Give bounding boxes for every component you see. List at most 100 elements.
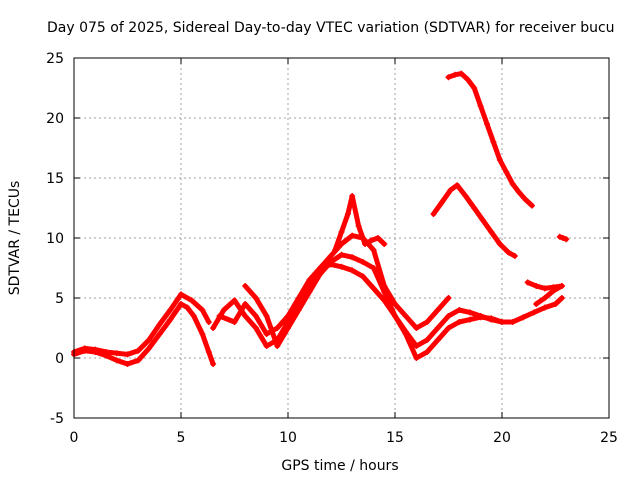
data-point-marker <box>285 325 291 331</box>
series-trace <box>446 71 535 209</box>
data-point-marker <box>392 301 398 307</box>
chart-title: Day 075 of 2025, Sidereal Day-to-day VTE… <box>47 20 615 36</box>
data-point-marker <box>135 347 142 354</box>
data-point-marker <box>355 223 362 229</box>
data-point-marker <box>317 265 324 271</box>
data-point-marker <box>205 319 212 325</box>
series-track-5 <box>242 251 565 361</box>
data-point-marker <box>370 247 377 253</box>
data-point-marker <box>252 313 259 319</box>
data-point-marker <box>424 349 431 355</box>
data-point-marker <box>541 285 548 292</box>
data-point-marker <box>524 279 531 286</box>
data-point-marker <box>349 232 356 239</box>
data-point-marker <box>451 71 458 78</box>
data-point-marker <box>381 241 388 247</box>
data-point-marker <box>190 313 197 319</box>
data-point-marker <box>263 313 270 319</box>
x-axis-label: GPS time / hours <box>281 458 398 474</box>
data-point-marker <box>210 361 217 367</box>
x-tick-label: 20 <box>493 430 511 446</box>
x-tick-label: 5 <box>177 430 186 446</box>
series-track-6 <box>332 193 388 253</box>
data-point-marker <box>199 331 206 337</box>
series-trace <box>533 283 565 307</box>
data-point-marker <box>471 205 478 211</box>
data-point-marker <box>541 304 548 311</box>
data-point-marker <box>327 259 334 265</box>
data-point-marker <box>439 199 446 205</box>
data-point-marker <box>370 285 377 292</box>
series-trace <box>71 301 216 367</box>
data-series <box>71 70 570 367</box>
data-point-marker <box>274 343 281 349</box>
y-tick-label: 5 <box>55 291 64 307</box>
data-point-marker <box>231 297 238 304</box>
data-point-marker <box>113 357 120 364</box>
data-point-marker <box>430 211 437 217</box>
data-point-marker <box>496 241 503 247</box>
data-point-marker <box>402 331 409 337</box>
x-tick-label: 15 <box>386 430 404 446</box>
y-tick-label: 10 <box>46 231 64 247</box>
data-point-marker <box>124 351 131 358</box>
data-point-marker <box>413 355 420 361</box>
x-tick-label: 0 <box>70 430 79 446</box>
data-point-marker <box>511 253 518 259</box>
data-point-marker <box>124 361 131 367</box>
data-point-marker <box>178 301 184 307</box>
series-track-8 <box>445 70 535 209</box>
data-point-marker <box>368 237 375 244</box>
y-tick-label: 25 <box>46 51 64 67</box>
data-point-marker <box>505 249 512 256</box>
data-point-marker <box>188 297 195 304</box>
data-point-marker <box>242 313 249 319</box>
data-point-marker <box>242 283 249 289</box>
data-point-marker <box>531 309 538 316</box>
data-point-marker <box>558 295 565 301</box>
data-point-marker <box>466 316 473 323</box>
data-point-marker <box>424 319 431 325</box>
y-tick-label: 15 <box>46 171 64 187</box>
data-point-marker <box>216 313 223 319</box>
data-point-marker <box>295 307 302 313</box>
data-point-marker <box>184 304 191 311</box>
data-point-marker <box>92 346 99 353</box>
data-point-marker <box>156 321 163 328</box>
data-point-marker <box>156 331 163 337</box>
data-point-marker <box>434 337 441 343</box>
data-point-marker <box>509 319 516 325</box>
data-point-marker <box>135 357 142 364</box>
data-point-marker <box>220 307 227 313</box>
data-point-marker <box>477 103 484 109</box>
data-point-marker <box>479 217 486 223</box>
data-point-marker <box>338 263 345 270</box>
series-track-7 <box>430 182 518 259</box>
data-point-marker <box>263 331 270 337</box>
data-point-marker <box>556 233 563 240</box>
data-point-marker <box>528 202 535 209</box>
data-point-marker <box>252 295 259 301</box>
series-track-10 <box>533 283 565 307</box>
data-point-marker <box>338 251 345 258</box>
data-point-marker <box>503 169 510 175</box>
data-point-marker <box>456 319 463 325</box>
y-tick-label: 0 <box>55 351 64 367</box>
data-point-marker <box>145 337 152 343</box>
data-point-marker <box>370 265 377 271</box>
data-point-marker <box>306 289 313 295</box>
data-point-marker <box>306 277 313 283</box>
x-tick-label: 10 <box>279 430 297 446</box>
data-point-marker <box>490 139 497 145</box>
data-point-marker <box>167 307 174 313</box>
data-point-marker <box>559 235 566 241</box>
y-tick-label: -5 <box>50 411 64 427</box>
data-point-marker <box>210 325 217 331</box>
data-point-marker <box>533 301 540 307</box>
data-point-marker <box>413 325 420 331</box>
data-point-marker <box>484 121 491 127</box>
data-point-marker <box>541 295 548 301</box>
data-point-marker <box>456 307 463 313</box>
data-point-marker <box>464 76 471 83</box>
